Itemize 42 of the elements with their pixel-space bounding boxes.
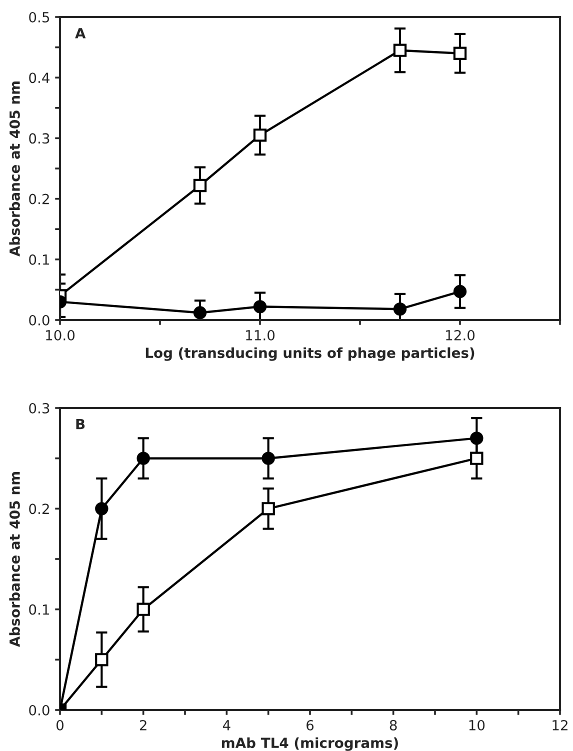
- point: [393, 302, 407, 316]
- annotation: A: [75, 28, 86, 38]
- y-axis-title: Absorbance at 405 nm: [9, 472, 20, 647]
- y-tick-label: 0.1: [29, 254, 49, 265]
- x-axis-title: Log (transducing units of phage particles): [146, 347, 474, 361]
- point: [136, 602, 150, 616]
- y-tick-label: 0.0: [29, 704, 50, 716]
- point: [262, 452, 275, 465]
- x-tick-label: 0: [56, 720, 64, 730]
- point: [393, 44, 407, 57]
- point: [262, 502, 275, 516]
- point: [136, 452, 150, 465]
- point: [470, 432, 484, 445]
- x-tick-label: 11.0: [246, 330, 275, 340]
- point: [253, 128, 267, 142]
- point: [470, 452, 484, 465]
- point: [95, 653, 108, 666]
- point: [253, 300, 267, 314]
- x-tick-label: 10: [469, 720, 485, 730]
- x-tick-label: 12: [552, 720, 568, 730]
- y-tick-label: 0.2: [29, 194, 49, 204]
- y-tick-label: 0.2: [29, 504, 49, 514]
- point: [453, 46, 467, 60]
- y-tick-label: 0.1: [29, 604, 49, 615]
- y-tick-label: 0.4: [29, 72, 50, 84]
- point: [193, 306, 207, 320]
- y-tick-label: 0.5: [29, 12, 50, 22]
- point: [95, 502, 108, 516]
- y-axis-title: Absorbance at 405 nm: [9, 82, 20, 256]
- x-tick-label: 8: [390, 720, 397, 730]
- point: [453, 284, 467, 298]
- x-tick-label: 12.0: [446, 330, 475, 340]
- x-tick-label: 10.0: [46, 330, 75, 340]
- y-tick-label: 0.3: [29, 133, 50, 144]
- annotation: B: [76, 419, 85, 430]
- x-axis-title: mAb TL4 (micrograms): [222, 737, 398, 751]
- x-tick-label: 2: [140, 720, 146, 730]
- y-tick-label: 0.3: [29, 402, 50, 414]
- x-tick-label: 6: [306, 720, 314, 730]
- x-tick-label: 4: [222, 720, 230, 730]
- point: [193, 178, 207, 192]
- y-tick-label: 0.0: [29, 314, 50, 326]
